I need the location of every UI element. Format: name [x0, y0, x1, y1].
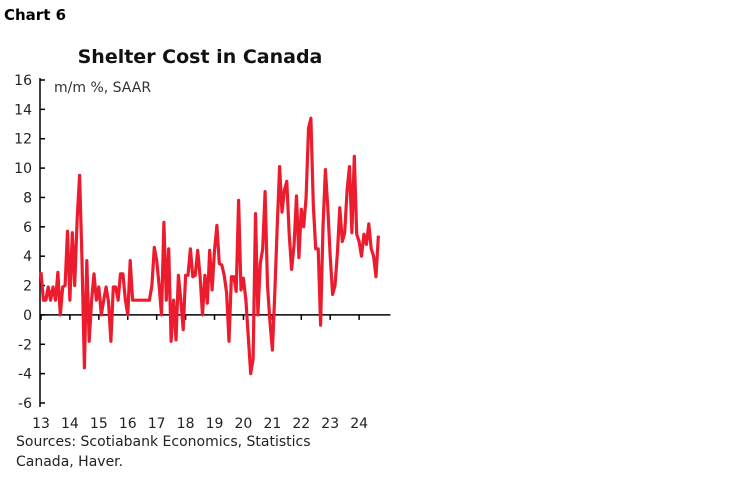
x-tick-label: 23: [321, 416, 339, 432]
y-tick-label: 14: [14, 102, 32, 118]
x-tick-label: 18: [177, 416, 195, 432]
sources-note: Sources: Scotiabank Economics, Statistic…: [16, 434, 311, 470]
y-tick-label: 16: [14, 73, 32, 89]
y-tick-label: 10: [14, 161, 32, 177]
x-tick-label: 20: [235, 416, 253, 432]
chart-number-label: Chart 6: [4, 6, 67, 24]
x-tick-label: 16: [119, 416, 137, 432]
x-tick-label: 22: [292, 416, 310, 432]
unit-label: m/m %, SAAR: [54, 80, 151, 96]
y-tick-label: 12: [14, 132, 32, 148]
y-tick-label: -4: [18, 367, 32, 383]
x-tick-label: 24: [350, 416, 368, 432]
x-tick-label: 14: [61, 416, 79, 432]
x-tick-label: 17: [148, 416, 166, 432]
y-tick-label: 8: [23, 190, 32, 206]
x-tick-label: 15: [90, 416, 108, 432]
y-tick-label: -6: [18, 396, 32, 412]
x-tick-label: 21: [263, 416, 281, 432]
y-tick-label: 0: [23, 308, 32, 324]
chart-title: Shelter Cost in Canada: [78, 46, 323, 68]
y-tick-label: 6: [23, 220, 32, 236]
x-tick-label: 13: [32, 416, 50, 432]
y-tick-label: 4: [23, 249, 32, 265]
y-tick-label: -2: [18, 337, 32, 353]
x-tick-label: 19: [206, 416, 224, 432]
series-line: [39, 116, 380, 376]
y-tick-label: 2: [23, 279, 32, 295]
